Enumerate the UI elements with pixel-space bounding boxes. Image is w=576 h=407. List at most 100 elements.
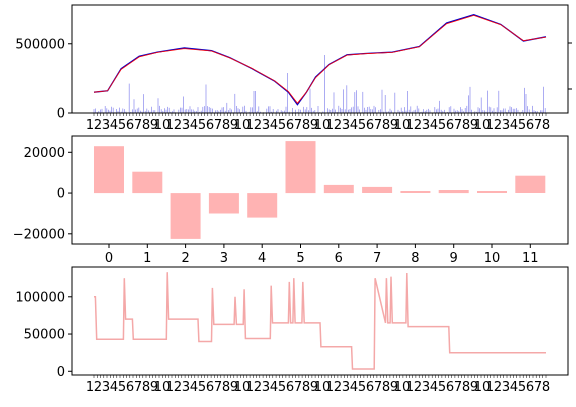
x-tick-label: 8 (222, 118, 230, 133)
y-tick-label: −20000 (13, 227, 65, 242)
x-tick-label: 2 (94, 380, 102, 395)
x-tick-label: 7 (214, 380, 222, 395)
x-tick-label: 2 (254, 380, 262, 395)
bar (477, 191, 507, 193)
x-tick-label: 3 (342, 380, 350, 395)
x-tick-label: 4 (430, 380, 438, 395)
x-tick-label: 3 (422, 380, 430, 395)
x-tick-label: 5 (438, 118, 446, 133)
x-tick-label: 6 (206, 118, 214, 133)
x-tick-label: 3 (502, 118, 510, 133)
x-tick-label: 6 (335, 251, 343, 266)
x-tick-label: 10 (154, 380, 171, 395)
x-tick-label: 10 (474, 380, 491, 395)
y-tick-label: 50000 (24, 328, 65, 343)
volume-bars (93, 55, 546, 113)
bar-x-ticks: 0 1 2 3 4 5 6 7 8 9 10 11 (105, 244, 539, 266)
x-tick-label: 0 (105, 251, 113, 266)
x-tick-label: 10 (394, 118, 411, 133)
x-tick-label: 11 (522, 251, 539, 266)
x-tick-label: 7 (374, 118, 382, 133)
bar (247, 193, 278, 218)
x-tick-label: 1 (406, 118, 414, 133)
x-tick-label: 7 (294, 118, 302, 133)
x-tick-label: 5 (198, 118, 206, 133)
x-tick-label: 4 (190, 118, 198, 133)
x-tick-label: 5 (518, 118, 526, 133)
x-tick-label: 8 (462, 118, 470, 133)
x-tick-label: 6 (126, 118, 134, 133)
x-tick-label: 5 (296, 251, 304, 266)
step-y-ticks: 0 50000 100000 (15, 290, 72, 380)
x-tick-label: 5 (518, 380, 526, 395)
x-tick-label: 2 (181, 251, 189, 266)
x-tick-label: 6 (366, 380, 374, 395)
x-tick-label: 9 (230, 118, 238, 133)
x-tick-label: 9 (150, 118, 158, 133)
x-tick-label: 7 (373, 251, 381, 266)
x-tick-label: 2 (254, 118, 262, 133)
x-tick-label: 2 (494, 118, 502, 133)
x-tick-label: 3 (262, 118, 270, 133)
x-tick-label: 1 (486, 118, 494, 133)
x-tick-label: 1 (246, 380, 254, 395)
x-tick-label: 2 (334, 118, 342, 133)
y-tick-label: 100000 (15, 290, 65, 305)
x-tick-label: 8 (382, 118, 390, 133)
bar (94, 146, 124, 194)
x-tick-label: 10 (474, 118, 491, 133)
step-line (94, 272, 546, 370)
bar (132, 171, 163, 194)
x-tick-label: 5 (198, 380, 206, 395)
price-panel-frame (71, 4, 569, 114)
x-tick-label: 1 (326, 380, 334, 395)
x-tick-label: 1 (326, 118, 334, 133)
x-tick-label: 10 (314, 380, 331, 395)
x-tick-label: 9 (390, 118, 398, 133)
x-tick-label: 2 (334, 380, 342, 395)
x-tick-label: 2 (174, 380, 182, 395)
x-tick-label: 5 (358, 380, 366, 395)
x-tick-label: 9 (390, 380, 398, 395)
x-tick-label: 1 (166, 380, 174, 395)
bar (362, 186, 393, 193)
x-tick-label: 8 (411, 251, 419, 266)
x-tick-label: 8 (542, 118, 550, 133)
bar (208, 193, 239, 214)
x-tick-label: 5 (118, 118, 126, 133)
x-tick-label: 3 (422, 118, 430, 133)
price-series-line (93, 14, 547, 104)
x-tick-label: 1 (406, 380, 414, 395)
x-tick-label: 4 (270, 380, 278, 395)
bar-panel: −20000 0 20000 0 1 2 3 4 5 6 7 8 9 10 11 (13, 135, 569, 266)
bar-panel-frame (71, 135, 569, 245)
x-tick-label: 7 (534, 380, 542, 395)
x-tick-label: 6 (366, 118, 374, 133)
x-tick-label: 8 (142, 118, 150, 133)
step-panel-frame (71, 266, 569, 376)
x-tick-label: 2 (414, 118, 422, 133)
x-tick-label: 2 (174, 118, 182, 133)
y-tick-label: 500000 (15, 37, 65, 52)
x-tick-label: 10 (394, 380, 411, 395)
bar (438, 190, 469, 194)
x-tick-label: 2 (414, 380, 422, 395)
x-tick-label: 8 (302, 118, 310, 133)
bar (170, 193, 201, 239)
x-tick-label: 8 (302, 380, 310, 395)
y-tick-label: 0 (57, 187, 65, 202)
x-tick-label: 3 (262, 380, 270, 395)
x-tick-label: 2 (494, 380, 502, 395)
bars (94, 141, 546, 239)
x-tick-label: 6 (446, 118, 454, 133)
x-tick-label: 6 (286, 118, 294, 133)
x-tick-label: 1 (246, 118, 254, 133)
x-tick-label: 6 (526, 118, 534, 133)
x-tick-label: 1 (143, 251, 151, 266)
x-tick-label: 5 (278, 118, 286, 133)
x-tick-label: 8 (142, 380, 150, 395)
x-tick-label: 9 (450, 251, 458, 266)
x-tick-label: 7 (214, 118, 222, 133)
